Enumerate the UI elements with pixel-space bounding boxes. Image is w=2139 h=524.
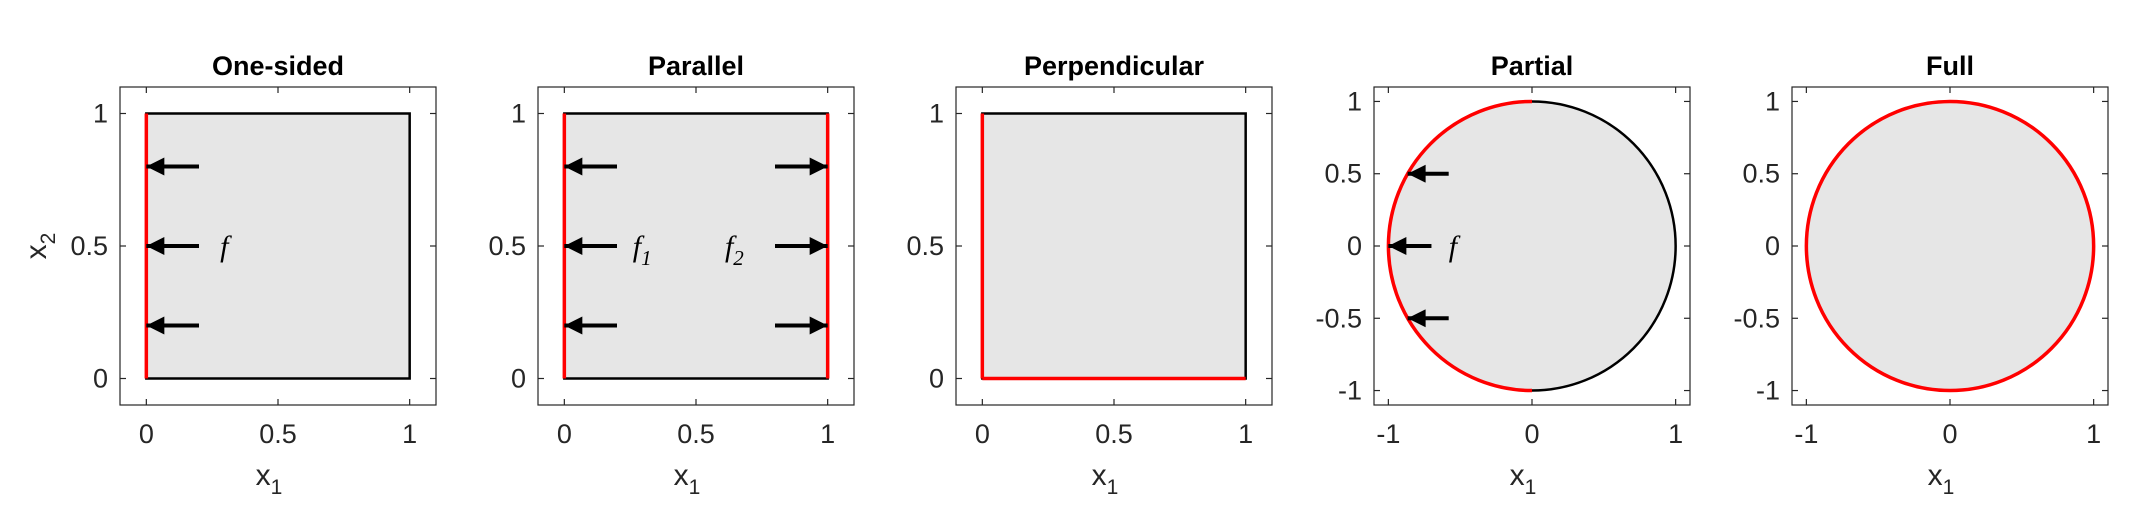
domain-square [981,112,1247,380]
y-tick-label: -1 [1756,376,1780,406]
x-axis-label: x1 [1510,459,1537,499]
panel-title: Perpendicular [1024,51,1205,81]
x-axis-label: x1 [674,459,701,499]
y-tick-label: 0.5 [1742,159,1780,189]
y-tick-label: 0 [929,364,944,394]
x-tick-label: 0.5 [259,419,297,449]
x-tick-label: 1 [402,419,417,449]
x-axis-label: x1 [1092,459,1119,499]
y-tick-label: 1 [929,99,944,129]
y-tick-label: 0 [1765,231,1780,261]
x-tick-label: 0 [975,419,990,449]
panel-title: Parallel [648,51,744,81]
x-axis-label: x1 [256,459,283,499]
y-tick-label: 0.5 [1324,159,1362,189]
x-tick-label: 1 [1668,419,1683,449]
y-tick-label: 1 [1347,86,1362,116]
y-tick-label: -0.5 [1733,303,1780,333]
y-axis-label: x2 [20,233,60,260]
x-tick-label: 0 [1942,419,1957,449]
x-tick-label: 0.5 [1095,419,1133,449]
panel-title: Partial [1491,51,1574,81]
x-tick-label: -1 [1794,419,1818,449]
y-tick-label: 0.5 [906,231,944,261]
x-tick-label: 0 [1524,419,1539,449]
y-tick-label: -0.5 [1315,303,1362,333]
panel-full: Full -1 0 1 -1 -0.5 0 0.5 1 x1 [1733,51,2109,499]
panel-title: One-sided [212,51,344,81]
panel-perpendicular: Perpendicular 0 0.5 1 0 0.5 1 x1 [906,51,1273,499]
boundary-arc [1804,99,2096,393]
x-tick-label: 0 [139,419,154,449]
y-tick-label: 1 [1765,86,1780,116]
y-tick-label: 1 [511,99,526,129]
y-tick-label: -1 [1338,376,1362,406]
x-tick-label: -1 [1376,419,1400,449]
y-tick-label: 0 [511,364,526,394]
y-tick-label: 0.5 [488,231,526,261]
x-tick-label: 0.5 [677,419,715,449]
y-tick-label: 1 [93,99,108,129]
x-tick-label: 1 [2086,419,2101,449]
y-tick-label: 0 [93,364,108,394]
y-axis-label-text: x2 [20,233,60,260]
y-tick-label: 0 [1347,231,1362,261]
x-tick-label: 1 [820,419,835,449]
x-tick-label: 1 [1238,419,1253,449]
y-tick-label: 0.5 [70,231,108,261]
panel-title: Full [1926,51,1974,81]
x-tick-label: 0 [557,419,572,449]
x-axis-label: x1 [1928,459,1955,499]
